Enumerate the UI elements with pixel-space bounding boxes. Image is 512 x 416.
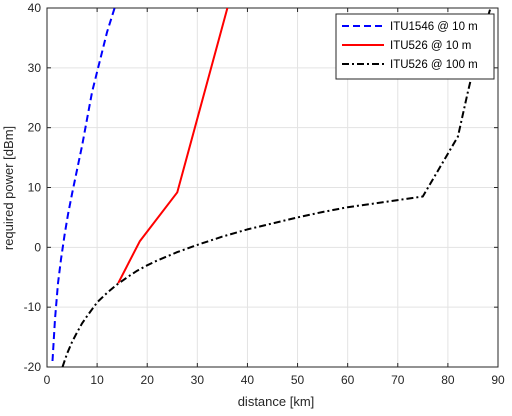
y-tick-label: 0 <box>34 240 41 254</box>
x-tick-label: 0 <box>44 373 51 387</box>
y-tick-label: 10 <box>28 181 42 195</box>
legend-label: ITU1546 @ 10 m <box>390 21 478 33</box>
x-axis-label: distance [km] <box>238 394 315 409</box>
legend: ITU1546 @ 10 m ITU526 @ 10 m ITU526 @ 100 … <box>335 13 495 80</box>
x-tick-label: 30 <box>191 373 205 387</box>
y-tick-label: 30 <box>28 61 42 75</box>
y-tick-label: -10 <box>24 300 42 314</box>
x-tick-label: 20 <box>141 373 155 387</box>
x-tick-label: 60 <box>341 373 355 387</box>
y-tick-label: 40 <box>28 1 42 15</box>
series-line-itu1546-10-m <box>51 8 116 362</box>
axes: 0 10 20 30 40 50 60 70 80 90 -20 -10 0 10 20 30 40 <box>24 1 505 387</box>
x-tick-label: 90 <box>491 373 505 387</box>
series-line-itu526-10-m <box>117 8 229 284</box>
y-tick-label: 20 <box>28 121 42 135</box>
series-line-itu526-100-m <box>61 8 492 367</box>
x-tick-label: 80 <box>441 373 455 387</box>
y-axis-label: required power [dBm] <box>1 126 16 250</box>
plot-series <box>51 8 492 367</box>
legend-label: ITU526 @ 100 m <box>390 59 478 71</box>
x-tick-label: 50 <box>291 373 305 387</box>
x-tick-label: 10 <box>90 373 104 387</box>
x-tick-label: 40 <box>241 373 255 387</box>
legend-label: ITU526 @ 10 m <box>390 40 471 52</box>
x-tick-label: 70 <box>391 373 405 387</box>
y-tick-label: -20 <box>24 360 42 374</box>
legend-box <box>335 13 495 80</box>
